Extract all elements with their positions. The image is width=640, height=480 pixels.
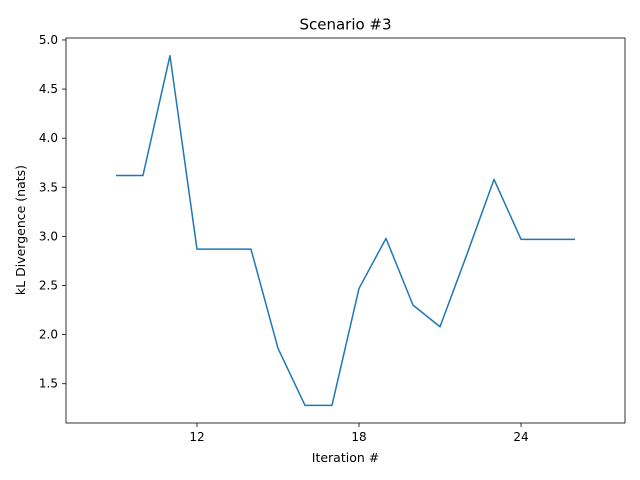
y-tick-label: 4.5	[39, 82, 58, 96]
x-tick-label: 12	[189, 430, 204, 444]
x-tick-label: 24	[513, 430, 528, 444]
plot-area	[65, 37, 626, 424]
y-axis: 1.5 2.0 2.5 3.0 3.5 4.0 4.5 5.0	[39, 33, 66, 391]
y-tick-label: 1.5	[39, 377, 58, 391]
y-tick-label: 4.0	[39, 131, 58, 145]
y-tick-label: 5.0	[39, 33, 58, 47]
y-tick-label: 3.0	[39, 229, 58, 243]
x-axis-label: Iteration #	[312, 450, 379, 465]
y-tick-label: 2.5	[39, 279, 58, 293]
series-line-1	[115, 54, 576, 407]
chart-title: Scenario #3	[299, 16, 391, 34]
plot-frame	[65, 37, 626, 424]
x-axis: 12 18 24	[189, 423, 529, 444]
y-tick-label: 3.5	[39, 180, 58, 194]
x-tick-label: 18	[351, 430, 366, 444]
y-axis-label: kL Divergence (nats)	[13, 165, 28, 295]
y-tick-label: 2.0	[39, 328, 58, 342]
